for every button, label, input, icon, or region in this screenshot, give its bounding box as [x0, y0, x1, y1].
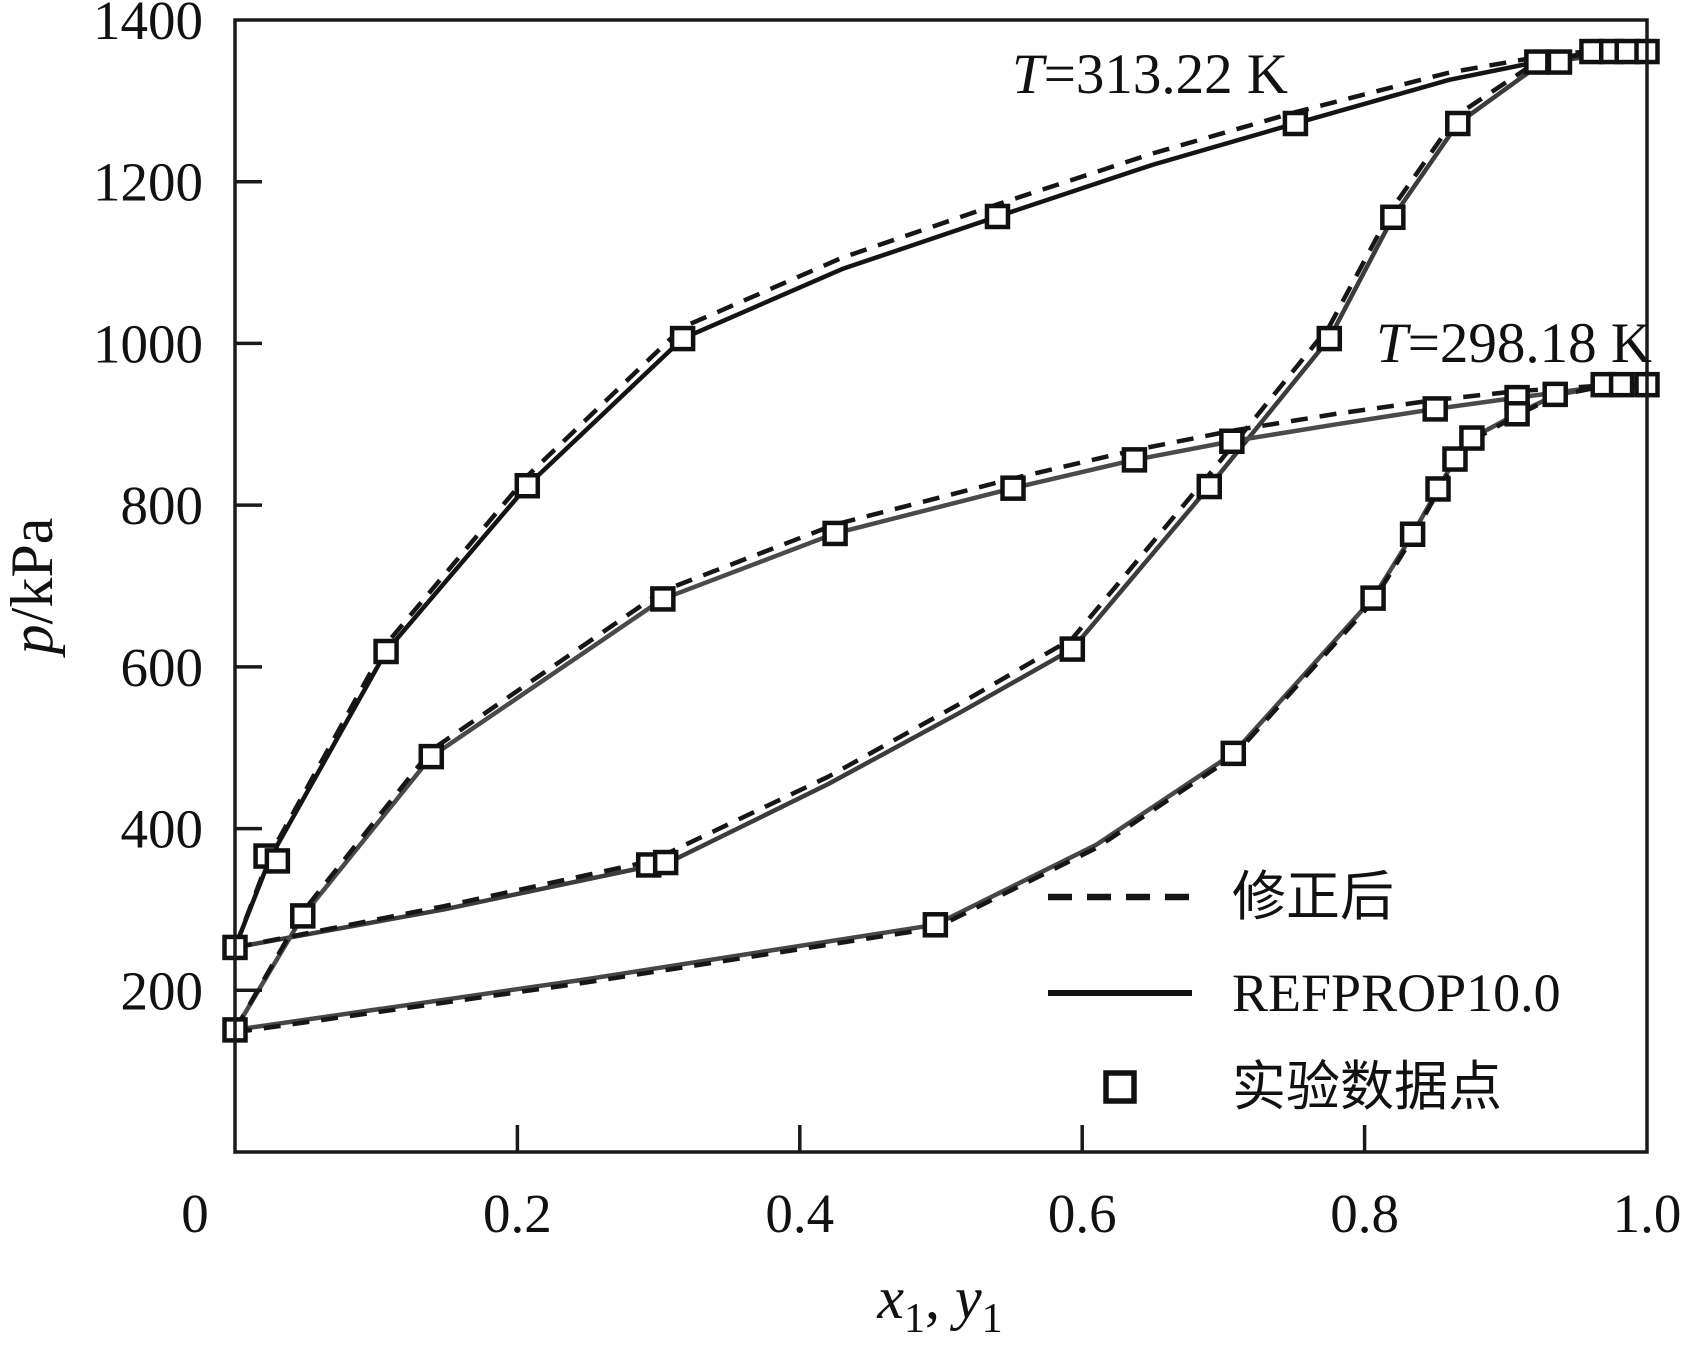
legend-square-sample [1103, 1070, 1137, 1104]
experimental-point-marker [1380, 204, 1406, 231]
experimental-point-marker [922, 912, 949, 938]
experimental-point-marker [822, 520, 848, 547]
experimental-point-marker [1196, 473, 1223, 500]
experimental-point-marker [1546, 49, 1573, 75]
x-tick-label: 0.2 [483, 1183, 552, 1244]
axes-layer [233, 18, 1649, 1154]
legend-item-label: 修正后 [1232, 867, 1394, 927]
experimental-point-marker [1220, 740, 1247, 767]
y-tick-label: 600 [121, 637, 204, 698]
x-tick-label: 1.0 [1613, 1183, 1681, 1244]
experimental-point-marker [650, 586, 676, 612]
experimental-point-marker [669, 325, 696, 352]
experimental-point-marker [1316, 325, 1343, 352]
experimental-point-marker [984, 203, 1011, 230]
experimental-point-marker [1422, 396, 1448, 422]
experimental-point-marker [1059, 636, 1086, 662]
y-tick-label: 200 [121, 960, 204, 1021]
experimental-point-marker [514, 472, 541, 499]
y-tick-label: 1200 [93, 152, 203, 213]
x-tick-label: 0.6 [1048, 1183, 1117, 1244]
y-tick-label: 400 [121, 799, 204, 860]
x-tick-label: 0 [181, 1183, 209, 1244]
temperature-annotations: T=313.22 K T=298.18 K [1012, 43, 1652, 375]
experimental-point-marker [1445, 110, 1471, 137]
experimental-markers-layer [222, 38, 1660, 1043]
experimental-point-marker [1000, 475, 1026, 501]
x-tick-label: 0.8 [1330, 1183, 1399, 1244]
x-tick-label: 0.4 [765, 1183, 834, 1244]
experimental-point-marker [264, 848, 291, 874]
experimental-point-marker [1425, 476, 1451, 502]
experimental-point-marker [1399, 521, 1426, 548]
experimental-point-marker [1459, 425, 1485, 451]
experimental-point-marker [418, 743, 445, 770]
legend-item-label: 实验数据点 [1232, 1057, 1502, 1117]
legend: 修正后 REFPROP10.0 实验数据点 [1048, 867, 1561, 1117]
experimental-point-marker [290, 903, 316, 929]
experimental-point-marker [1524, 49, 1550, 75]
y-tick-label: 1000 [93, 313, 203, 374]
x-axis-title: x1, y1 [876, 1265, 1002, 1342]
experimental-point-marker [1608, 371, 1635, 398]
experimental-point-marker [652, 849, 679, 876]
experimental-point-marker [373, 638, 399, 665]
experimental-point-marker [1442, 446, 1468, 472]
experimental-point-marker [1360, 585, 1386, 611]
plot-border [233, 18, 1649, 1154]
experimental-point-marker [1542, 381, 1568, 408]
experimental-point-marker [1282, 110, 1309, 137]
temperature-label: T=298.18 K [1376, 312, 1652, 375]
curve-corrected-298-18-k-bubble-line [233, 382, 1648, 1032]
experimental-point-marker [1504, 401, 1530, 427]
temperature-label: T=313.22 K [1012, 43, 1288, 106]
experimental-point-marker [1219, 428, 1245, 455]
curves-layer [232, 47, 1648, 1035]
experimental-point-marker [1121, 447, 1148, 473]
y-tick-label: 800 [121, 475, 204, 536]
legend-item-label: REFPROP10.0 [1232, 963, 1561, 1023]
y-tick-label: 1400 [93, 0, 203, 51]
y-axis-title: p/kPa [0, 518, 65, 659]
